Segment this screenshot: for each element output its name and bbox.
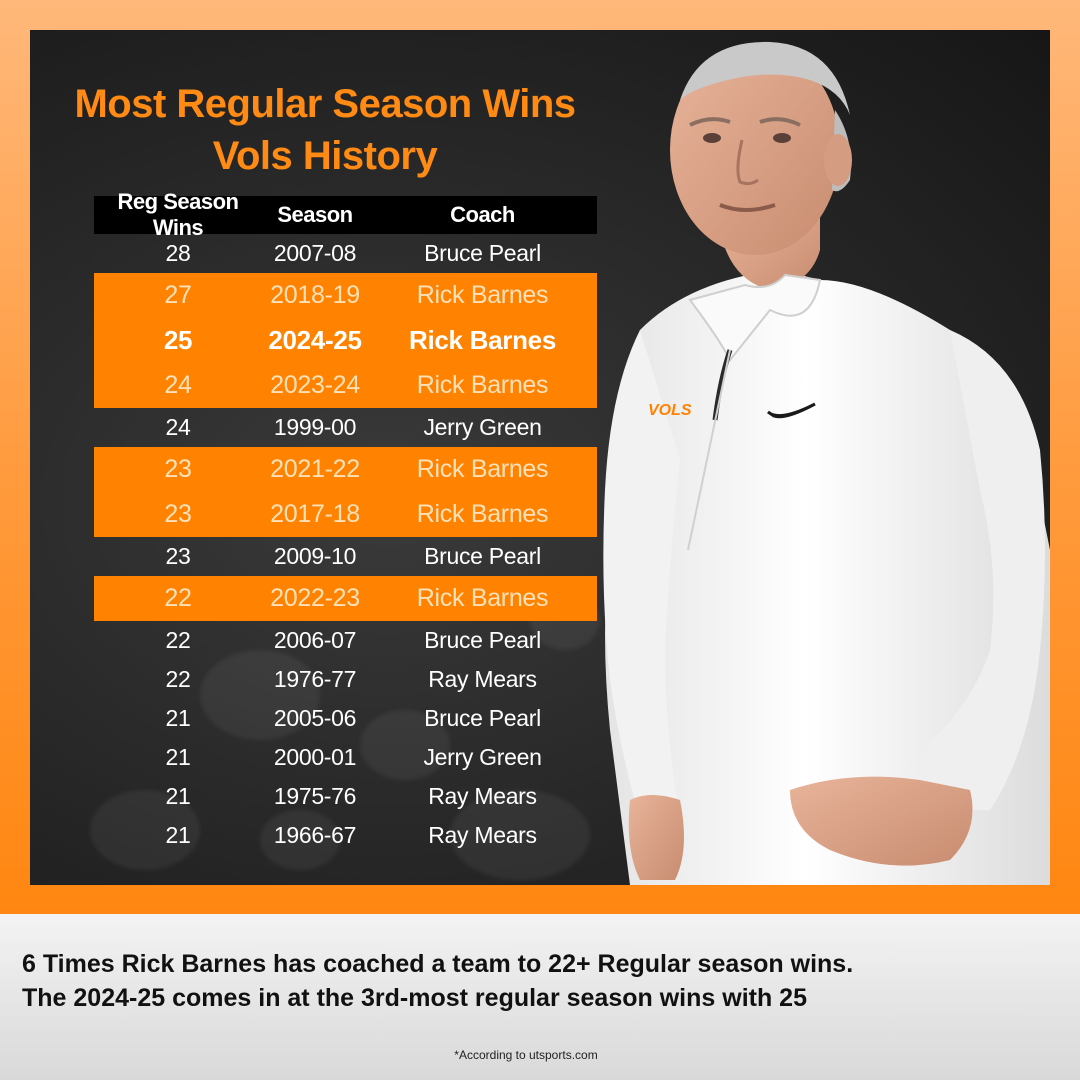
table-header: Reg Season Wins Season Coach: [94, 189, 597, 240]
shirt-logo: VOLS: [648, 402, 692, 419]
header-coach: Coach: [450, 202, 515, 227]
table-row: 27 2018-19 Rick Barnes: [94, 273, 597, 318]
table-row: 23 2009-10 Bruce Pearl: [165, 543, 542, 569]
table-row: 23 2017-18 Rick Barnes: [94, 492, 597, 537]
header-season: Season: [277, 202, 353, 227]
caption-area: [0, 914, 1080, 1080]
caption-line-2: The 2024-25 comes in at the 3rd-most reg…: [22, 983, 807, 1012]
table-row: 22 2022-23 Rick Barnes: [94, 576, 597, 621]
source-note: *According to utsports.com: [454, 1048, 598, 1062]
highlight-group: 27 2018-19 Rick Barnes 25 2024-25 Rick B…: [94, 273, 597, 408]
table-row: 22 2006-07 Bruce Pearl: [165, 627, 542, 653]
caption-line-1: 6 Times Rick Barnes has coached a team t…: [22, 950, 854, 978]
table-row: 28 2007-08 Bruce Pearl: [165, 240, 542, 266]
header-wins: Reg Season Wins: [117, 189, 239, 240]
table-row: 24 1999-00 Jerry Green: [165, 414, 542, 440]
table-row: 21 2005-06 Bruce Pearl: [165, 705, 542, 731]
table-row: 21 2000-01 Jerry Green: [165, 744, 542, 770]
table-row: 21 1975-76 Ray Mears: [165, 783, 538, 809]
swoosh-icon: [767, 402, 816, 419]
table-row-current-season: 25 2024-25 Rick Barnes: [94, 318, 597, 363]
coach-photo: VOLS: [603, 41, 1050, 885]
table-row: 24 2023-24 Rick Barnes: [94, 363, 597, 408]
wins-table: Reg Season Wins Season Coach 28 2007-08 …: [94, 189, 597, 855]
highlight-group: 23 2021-22 Rick Barnes 23 2017-18 Rick B…: [94, 447, 597, 537]
caption: 6 Times Rick Barnes has coached a team t…: [22, 948, 853, 1016]
page-title: Most Regular Season Wins Vols History: [74, 82, 576, 178]
table-row: 21 1966-67 Ray Mears: [165, 822, 538, 848]
table-row: 22 1976-77 Ray Mears: [165, 666, 538, 692]
graphic-panel: VOLS Most Regular Season Wins Vols Histo…: [30, 30, 1050, 885]
table-row: 23 2021-22 Rick Barnes: [94, 447, 597, 492]
